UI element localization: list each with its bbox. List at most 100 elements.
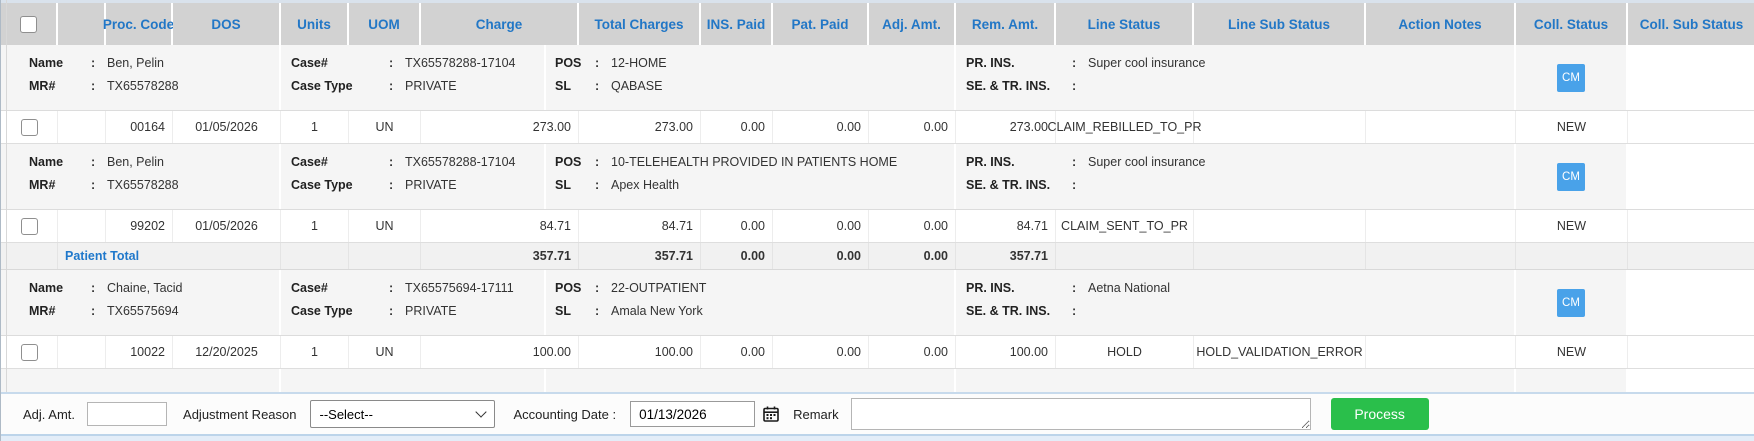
colon: :	[91, 155, 96, 169]
case-type-label: Case Type	[291, 304, 353, 318]
empty-cell	[1628, 45, 1754, 110]
pos-label: POS	[555, 281, 582, 295]
adj-amt-label: Adj. Amt.	[23, 406, 76, 422]
colon: :	[91, 79, 96, 93]
rem-amt: 84.71	[956, 210, 1056, 242]
line-checkbox[interactable]	[20, 343, 38, 361]
empty-cell	[1194, 243, 1366, 269]
proc-code: 00164	[106, 111, 173, 143]
colon: :	[1072, 56, 1077, 70]
adj-amt: 0.00	[869, 210, 956, 242]
total-pat-paid: 0.00	[773, 243, 869, 269]
header-select-all-cell	[1, 3, 58, 45]
name-label: Name	[29, 56, 64, 70]
adj-amt: 0.00	[869, 336, 956, 368]
table-header-row: Proc. Code DOS Units UOM Charge Total Ch…	[1, 3, 1754, 45]
case-label: Case#	[291, 155, 328, 169]
line-sub-status	[1194, 111, 1366, 143]
coll-status: NEW	[1516, 210, 1628, 242]
col-header-line-sub-status[interactable]: Line Sub Status	[1194, 3, 1366, 45]
col-header-charge[interactable]: Charge	[421, 3, 579, 45]
header-expand-cell	[58, 3, 106, 45]
adjustment-reason-wrap: --Select--	[310, 400, 496, 428]
accounting-date-label: Accounting Date :	[513, 406, 617, 422]
charge-line-row: 00164 01/05/2026 1 UN 273.00 273.00 0.00…	[1, 111, 1754, 144]
dos: 01/05/2026	[173, 210, 281, 242]
empty-cell	[1, 243, 58, 269]
col-header-pat-paid[interactable]: Pat. Paid	[773, 3, 869, 45]
empty-cell	[1516, 243, 1628, 269]
patient-pos-cell: POS:12-HOME SL: QABASE	[546, 45, 956, 110]
total-rem-amt: 357.71	[956, 243, 1056, 269]
process-button[interactable]: Process	[1330, 398, 1429, 430]
col-header-line-status[interactable]: Line Status	[1056, 3, 1194, 45]
uom: UN	[349, 210, 421, 242]
left-gutter-line	[6, 0, 7, 392]
line-checkbox[interactable]	[20, 118, 38, 136]
patient-insurance-cell	[956, 369, 1516, 392]
case-number: TX65575694-17111	[405, 281, 514, 295]
colon: :	[1072, 304, 1077, 318]
col-header-units[interactable]: Units	[281, 3, 349, 45]
col-header-adj-amt[interactable]: Adj. Amt.	[869, 3, 956, 45]
proc-code: 10022	[106, 336, 173, 368]
pat-paid: 0.00	[773, 336, 869, 368]
rem-amt: 273.00	[956, 111, 1056, 143]
adjustment-reason-select[interactable]: --Select--	[310, 400, 496, 428]
colon: :	[389, 304, 394, 318]
patient-row: Name: Ben, Pelin MR#: TX65578288 Case#: TX6…	[1, 45, 1754, 111]
total-charges: 273.00	[579, 111, 701, 143]
colon: :	[595, 56, 600, 70]
calendar-icon[interactable]	[763, 406, 779, 422]
bottom-strip	[1, 434, 1754, 441]
patient-insurance-cell: PR. INS.: Super cool insurance SE. & TR. …	[956, 144, 1516, 209]
col-header-total-charges[interactable]: Total Charges	[579, 3, 701, 45]
remark-textarea[interactable]	[850, 398, 1311, 430]
col-header-coll-sub-status[interactable]: Coll. Sub Status	[1628, 3, 1754, 45]
patient-pos-cell: POS:22-OUTPATIENT SL: Amala New York	[546, 270, 956, 335]
cm-button[interactable]: CM	[1557, 162, 1585, 191]
cm-button[interactable]: CM	[1557, 63, 1585, 92]
col-header-coll-status[interactable]: Coll. Status	[1516, 3, 1628, 45]
adj-amt-input[interactable]	[87, 402, 168, 426]
total-ins-paid: 0.00	[701, 243, 773, 269]
cm-button[interactable]: CM	[1557, 288, 1585, 317]
patient-total-row: Patient Total 357.71 357.71 0.00 0.00 0.…	[1, 243, 1754, 270]
dos: 01/05/2026	[173, 111, 281, 143]
empty-cell	[58, 210, 106, 242]
total-total-charges: 357.71	[579, 243, 701, 269]
accounting-date-input[interactable]	[630, 401, 756, 427]
patient-case-cell: Case#: TX65578288-17104 Case Type: PRIVATE	[281, 144, 546, 209]
colon: :	[595, 281, 600, 295]
line-status: CLAIM_REBILLED_TO_PR	[1048, 111, 1202, 143]
line-checkbox[interactable]	[20, 217, 38, 235]
col-header-dos[interactable]: DOS	[173, 3, 281, 45]
case-label: Case#	[291, 281, 328, 295]
proc-code: 99202	[106, 210, 173, 242]
sl-label: SL	[555, 178, 571, 192]
name-label: Name	[29, 281, 64, 295]
colon: :	[389, 281, 394, 295]
mr-label: MR#	[29, 304, 56, 318]
colon: :	[1072, 79, 1077, 93]
patient-mr: TX65578288	[107, 178, 179, 192]
checkbox-cell	[1, 210, 58, 242]
col-header-ins-paid[interactable]: INS. Paid	[701, 3, 773, 45]
col-header-uom[interactable]: UOM	[349, 3, 421, 45]
ins-paid: 0.00	[701, 111, 773, 143]
patient-name: Ben, Pelin	[107, 56, 164, 70]
col-header-rem-amt[interactable]: Rem. Amt.	[956, 3, 1056, 45]
pos-value: 22-OUTPATIENT	[611, 281, 707, 295]
patient-name-cell: Name: Ben, Pelin MR#: TX65578288	[1, 144, 281, 209]
units: 1	[281, 336, 349, 368]
col-header-action-notes[interactable]: Action Notes	[1366, 3, 1516, 45]
checkbox-cell	[1, 336, 58, 368]
units: 1	[281, 111, 349, 143]
action-notes	[1366, 336, 1516, 368]
top-border	[1, 0, 1754, 3]
sl-label: SL	[555, 304, 571, 318]
col-header-proc-code[interactable]: Proc. Code	[103, 3, 174, 45]
case-number: TX65578288-17104	[405, 56, 516, 70]
coll-status-cell	[1516, 369, 1628, 392]
select-all-checkbox[interactable]	[20, 15, 37, 33]
